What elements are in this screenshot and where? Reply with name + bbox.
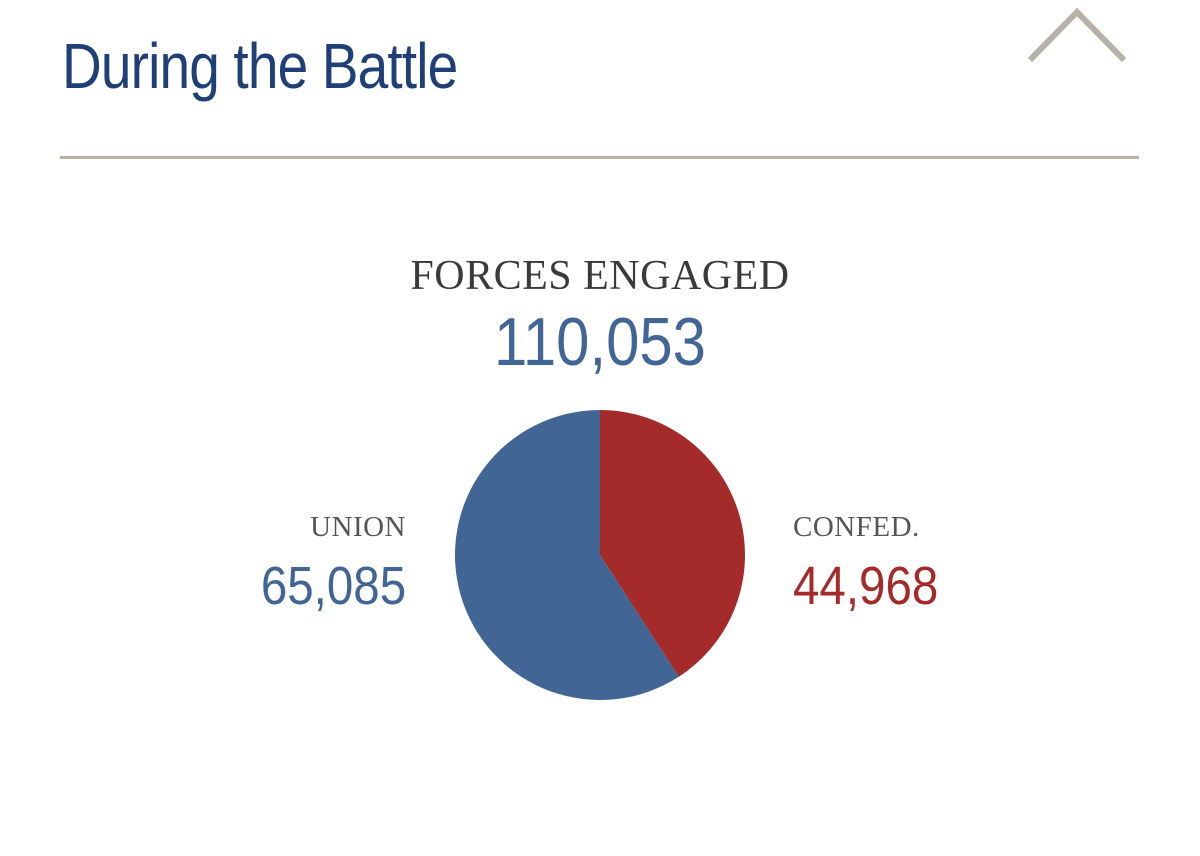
chart-total-value: 110,053 xyxy=(494,304,706,380)
confederate-value: 44,968 xyxy=(793,556,939,616)
pie-slice-confed xyxy=(600,410,745,677)
union-value: 65,085 xyxy=(260,556,406,616)
section-title: During the Battle xyxy=(62,30,458,102)
union-label: UNION xyxy=(310,511,406,543)
forces-pie-chart xyxy=(455,410,745,700)
pie-slice-union xyxy=(455,410,679,700)
section-divider xyxy=(60,156,1139,159)
chart-title: FORCES ENGAGED xyxy=(410,253,790,299)
confederate-label: CONFED. xyxy=(793,511,920,543)
chevron-up-icon xyxy=(1027,7,1127,63)
collapse-button[interactable] xyxy=(1022,2,1132,68)
